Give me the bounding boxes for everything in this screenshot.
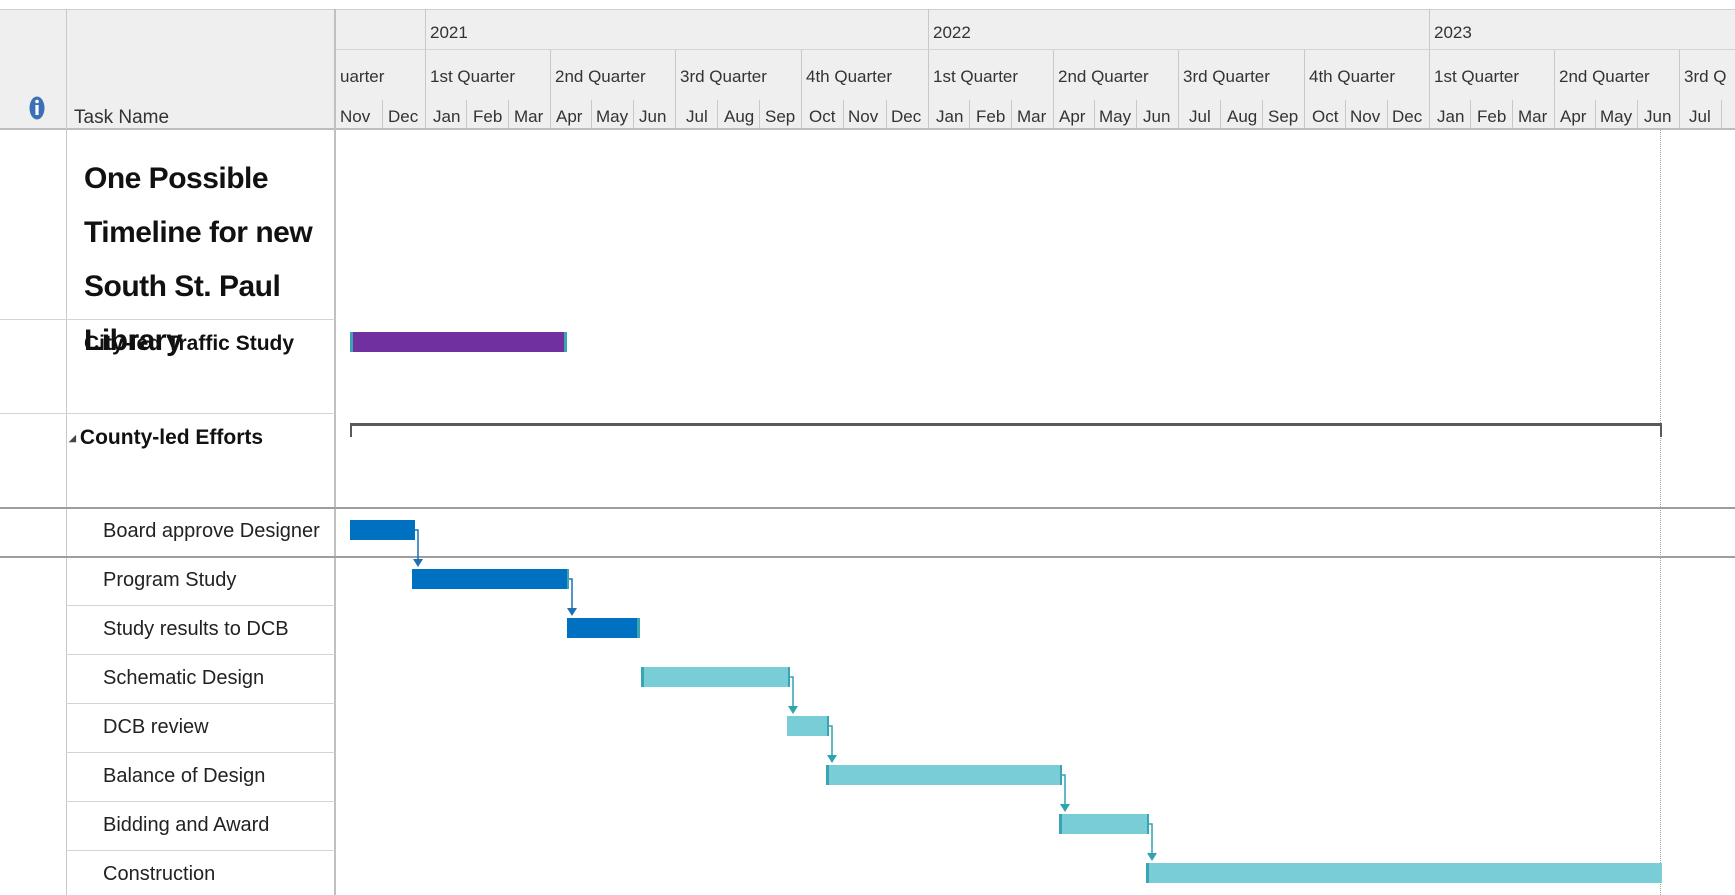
month-label: Dec	[891, 107, 922, 126]
gantt-bar-construction[interactable]	[1146, 863, 1662, 883]
month-label: Jul	[686, 107, 708, 126]
task-name: Program Study	[103, 569, 237, 591]
quarter-label: 2nd Quarter	[1559, 67, 1650, 86]
year-label: 2023	[1434, 23, 1472, 42]
month-label: Dec	[388, 107, 419, 126]
month-label: May	[596, 107, 629, 126]
task-name: Balance of Design	[103, 765, 266, 787]
month-label: Jan	[936, 107, 964, 126]
month-label: Feb	[1477, 107, 1507, 126]
year-label: 2021	[430, 23, 468, 42]
quarter-label: 4th Quarter	[806, 67, 892, 86]
timeline-header	[0, 9, 1735, 128]
task-row-program-study[interactable]: Program Study	[103, 569, 236, 592]
gantt-bar-balance-of-design[interactable]	[826, 765, 1062, 785]
task-name: Construction	[103, 863, 216, 885]
month-label: Nov	[1350, 107, 1381, 126]
month-label: Jun	[1143, 107, 1171, 126]
month-label: Mar	[1518, 107, 1548, 126]
collapse-toggle-icon[interactable]: ◢	[69, 432, 76, 443]
month-label: Oct	[1312, 107, 1339, 126]
task-row-city-traffic-study[interactable]: City-led Traffic Study	[84, 332, 294, 356]
task-name-header[interactable]: Task Name	[74, 107, 170, 128]
quarter-label: 3rd Q	[1684, 67, 1727, 86]
summary-bar-left-cap	[350, 423, 352, 437]
month-label: Jul	[1689, 107, 1711, 126]
month-row: Nov Dec Jan Feb Mar Apr May Jun Jul Aug …	[336, 100, 1735, 128]
year-label: 2022	[933, 23, 971, 42]
task-title: One Possible Timeline for new South St. …	[84, 162, 313, 357]
table-chart-divider	[334, 9, 336, 895]
task-row-county-led-efforts[interactable]: ◢ County-led Efforts	[69, 426, 263, 450]
quarter-label: 4th Quarter	[1309, 67, 1395, 86]
gantt-bar-schematic-design[interactable]	[641, 667, 790, 687]
quarter-label: 2nd Quarter	[1058, 67, 1149, 86]
summary-bar-right-cap	[1660, 423, 1662, 437]
quarter-label: 3rd Quarter	[680, 67, 767, 86]
task-row-schematic-design[interactable]: Schematic Design	[103, 667, 264, 690]
task-name: Schematic Design	[103, 667, 265, 689]
month-label: Jun	[1644, 107, 1672, 126]
month-label: Feb	[976, 107, 1006, 126]
indicator-column-divider	[66, 9, 67, 895]
gantt-bar-program-study[interactable]	[412, 569, 569, 589]
month-label: Apr	[1560, 107, 1587, 126]
task-name: DCB review	[103, 716, 209, 738]
task-name: City-led Traffic Study	[84, 332, 295, 355]
month-label: Aug	[724, 107, 755, 126]
month-label: Sep	[1268, 107, 1299, 126]
task-name: County-led Efforts	[79, 426, 264, 449]
month-label: Feb	[473, 107, 503, 126]
gantt-bar-board-approve-designer[interactable]	[350, 520, 415, 540]
task-name: Board approve Designer	[103, 520, 320, 542]
task-row-bidding-and-award[interactable]: Bidding and Award	[103, 814, 269, 837]
month-label: May	[1099, 107, 1132, 126]
year-row: 2021 2022 2023	[336, 9, 1735, 49]
month-label: Jan	[1437, 107, 1465, 126]
month-label: Jul	[1189, 107, 1211, 126]
header-bottom-border	[0, 128, 1735, 130]
quarter-label: uarter	[340, 67, 385, 86]
quarter-row: uarter 1st Quarter 2nd Quarter 3rd Quart…	[336, 50, 1735, 100]
month-label: Oct	[809, 107, 836, 126]
quarter-label: 1st Quarter	[430, 67, 516, 86]
gantt-bar-bidding-and-award[interactable]	[1059, 814, 1149, 834]
task-row-board-approve-designer[interactable]: Board approve Designer	[103, 520, 320, 543]
info-icon	[29, 96, 45, 120]
gantt-summary-bar-county[interactable]	[350, 423, 1662, 426]
month-label: Aug	[1227, 107, 1258, 126]
quarter-label: 1st Quarter	[933, 67, 1019, 86]
end-date-marker-line	[1660, 130, 1661, 895]
month-label: Nov	[340, 107, 371, 126]
month-label: Dec	[1392, 107, 1423, 126]
task-row-balance-of-design[interactable]: Balance of Design	[103, 765, 265, 788]
quarter-label: 1st Quarter	[1434, 67, 1520, 86]
task-name: Study results to DCB	[103, 618, 289, 640]
task-name: Bidding and Award	[103, 814, 270, 836]
month-label: Nov	[848, 107, 879, 126]
month-label: Sep	[765, 107, 796, 126]
month-label: May	[1600, 107, 1633, 126]
task-title-cell[interactable]: One Possible Timeline for new South St. …	[84, 152, 334, 368]
month-label: Mar	[514, 107, 544, 126]
month-label: Mar	[1017, 107, 1047, 126]
task-row-study-results-to-dcb[interactable]: Study results to DCB	[103, 618, 289, 641]
month-label: Apr	[1059, 107, 1086, 126]
month-label: Apr	[556, 107, 583, 126]
month-label: Jun	[639, 107, 667, 126]
month-label: Jan	[433, 107, 461, 126]
task-row-dcb-review[interactable]: DCB review	[103, 716, 209, 739]
header-top-border	[0, 9, 1735, 10]
quarter-label: 2nd Quarter	[555, 67, 646, 86]
gantt-bar-dcb-review[interactable]	[787, 716, 829, 736]
gantt-bar-city-traffic-study[interactable]	[350, 332, 567, 352]
task-row-construction[interactable]: Construction	[103, 863, 215, 886]
quarter-label: 3rd Quarter	[1183, 67, 1270, 86]
gantt-bar-study-results-to-dcb[interactable]	[567, 618, 640, 638]
